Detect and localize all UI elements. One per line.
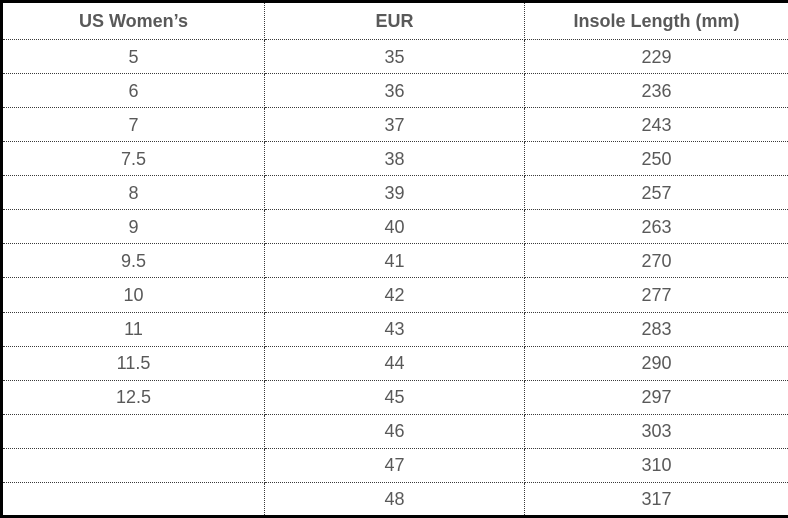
table-row: 46 303 [1,413,788,449]
table-cell-eur: 43 [264,311,525,347]
table-row: 9 40 263 [1,209,788,245]
column-header-insole-length: Insole Length (mm) [524,1,788,40]
column-header-us-womens: US Women’s [1,1,265,40]
table-cell-us-womens [1,447,265,483]
table-cell-us-womens: 11 [1,311,265,347]
table-cell-insole-length: 303 [524,413,788,449]
table-cell-insole-length: 283 [524,311,788,347]
table-cell-us-womens: 7.5 [1,141,265,177]
table-cell-us-womens: 10 [1,277,265,313]
table-cell-us-womens: 12.5 [1,379,265,415]
table-cell-eur: 42 [264,277,525,313]
table-row: 8 39 257 [1,175,788,211]
table-cell-eur: 48 [264,481,525,517]
table-row: 7.5 38 250 [1,141,788,177]
table-cell-insole-length: 243 [524,107,788,143]
table-row: 6 36 236 [1,73,788,109]
table-cell-insole-length: 310 [524,447,788,483]
table-cell-us-womens: 7 [1,107,265,143]
table-cell-eur: 39 [264,175,525,211]
table-cell-us-womens: 9 [1,209,265,245]
table-cell-us-womens [1,481,265,517]
table-row: 12.5 45 297 [1,379,788,415]
column-header-eur: EUR [264,1,525,40]
table-cell-insole-length: 297 [524,379,788,415]
table-cell-eur: 45 [264,379,525,415]
table-cell-eur: 47 [264,447,525,483]
table-cell-us-womens [1,413,265,449]
table-cell-insole-length: 263 [524,209,788,245]
table-cell-insole-length: 317 [524,481,788,517]
table-row: 48 317 [1,481,788,517]
table-cell-us-womens: 6 [1,73,265,109]
table-cell-eur: 36 [264,73,525,109]
table-cell-eur: 38 [264,141,525,177]
table-row: 5 35 229 [1,38,788,75]
table-row: 11.5 44 290 [1,345,788,381]
table-cell-eur: 40 [264,209,525,245]
table-row: 11 43 283 [1,311,788,347]
table-cell-eur: 35 [264,38,525,75]
table-cell-us-womens: 5 [1,38,265,75]
table-row: 10 42 277 [1,277,788,313]
table-cell-eur: 41 [264,243,525,279]
table-row: 7 37 243 [1,107,788,143]
header-row: US Women’s EUR Insole Length (mm) [1,1,788,40]
table-cell-eur: 44 [264,345,525,381]
table-cell-insole-length: 290 [524,345,788,381]
table-cell-eur: 46 [264,413,525,449]
table-row: 9.5 41 270 [1,243,788,279]
table-cell-insole-length: 277 [524,277,788,313]
table-cell-insole-length: 236 [524,73,788,109]
table-cell-us-womens: 8 [1,175,265,211]
table-cell-us-womens: 11.5 [1,345,265,381]
table-row: 47 310 [1,447,788,483]
table-cell-us-womens: 9.5 [1,243,265,279]
table-cell-insole-length: 257 [524,175,788,211]
table-cell-insole-length: 250 [524,141,788,177]
table-cell-insole-length: 229 [524,38,788,75]
table-cell-insole-length: 270 [524,243,788,279]
table-body: 5 35 229 6 36 236 7 37 243 7.5 38 250 8 39 257 9 40 263 9.… [1,38,788,517]
table-cell-eur: 37 [264,107,525,143]
